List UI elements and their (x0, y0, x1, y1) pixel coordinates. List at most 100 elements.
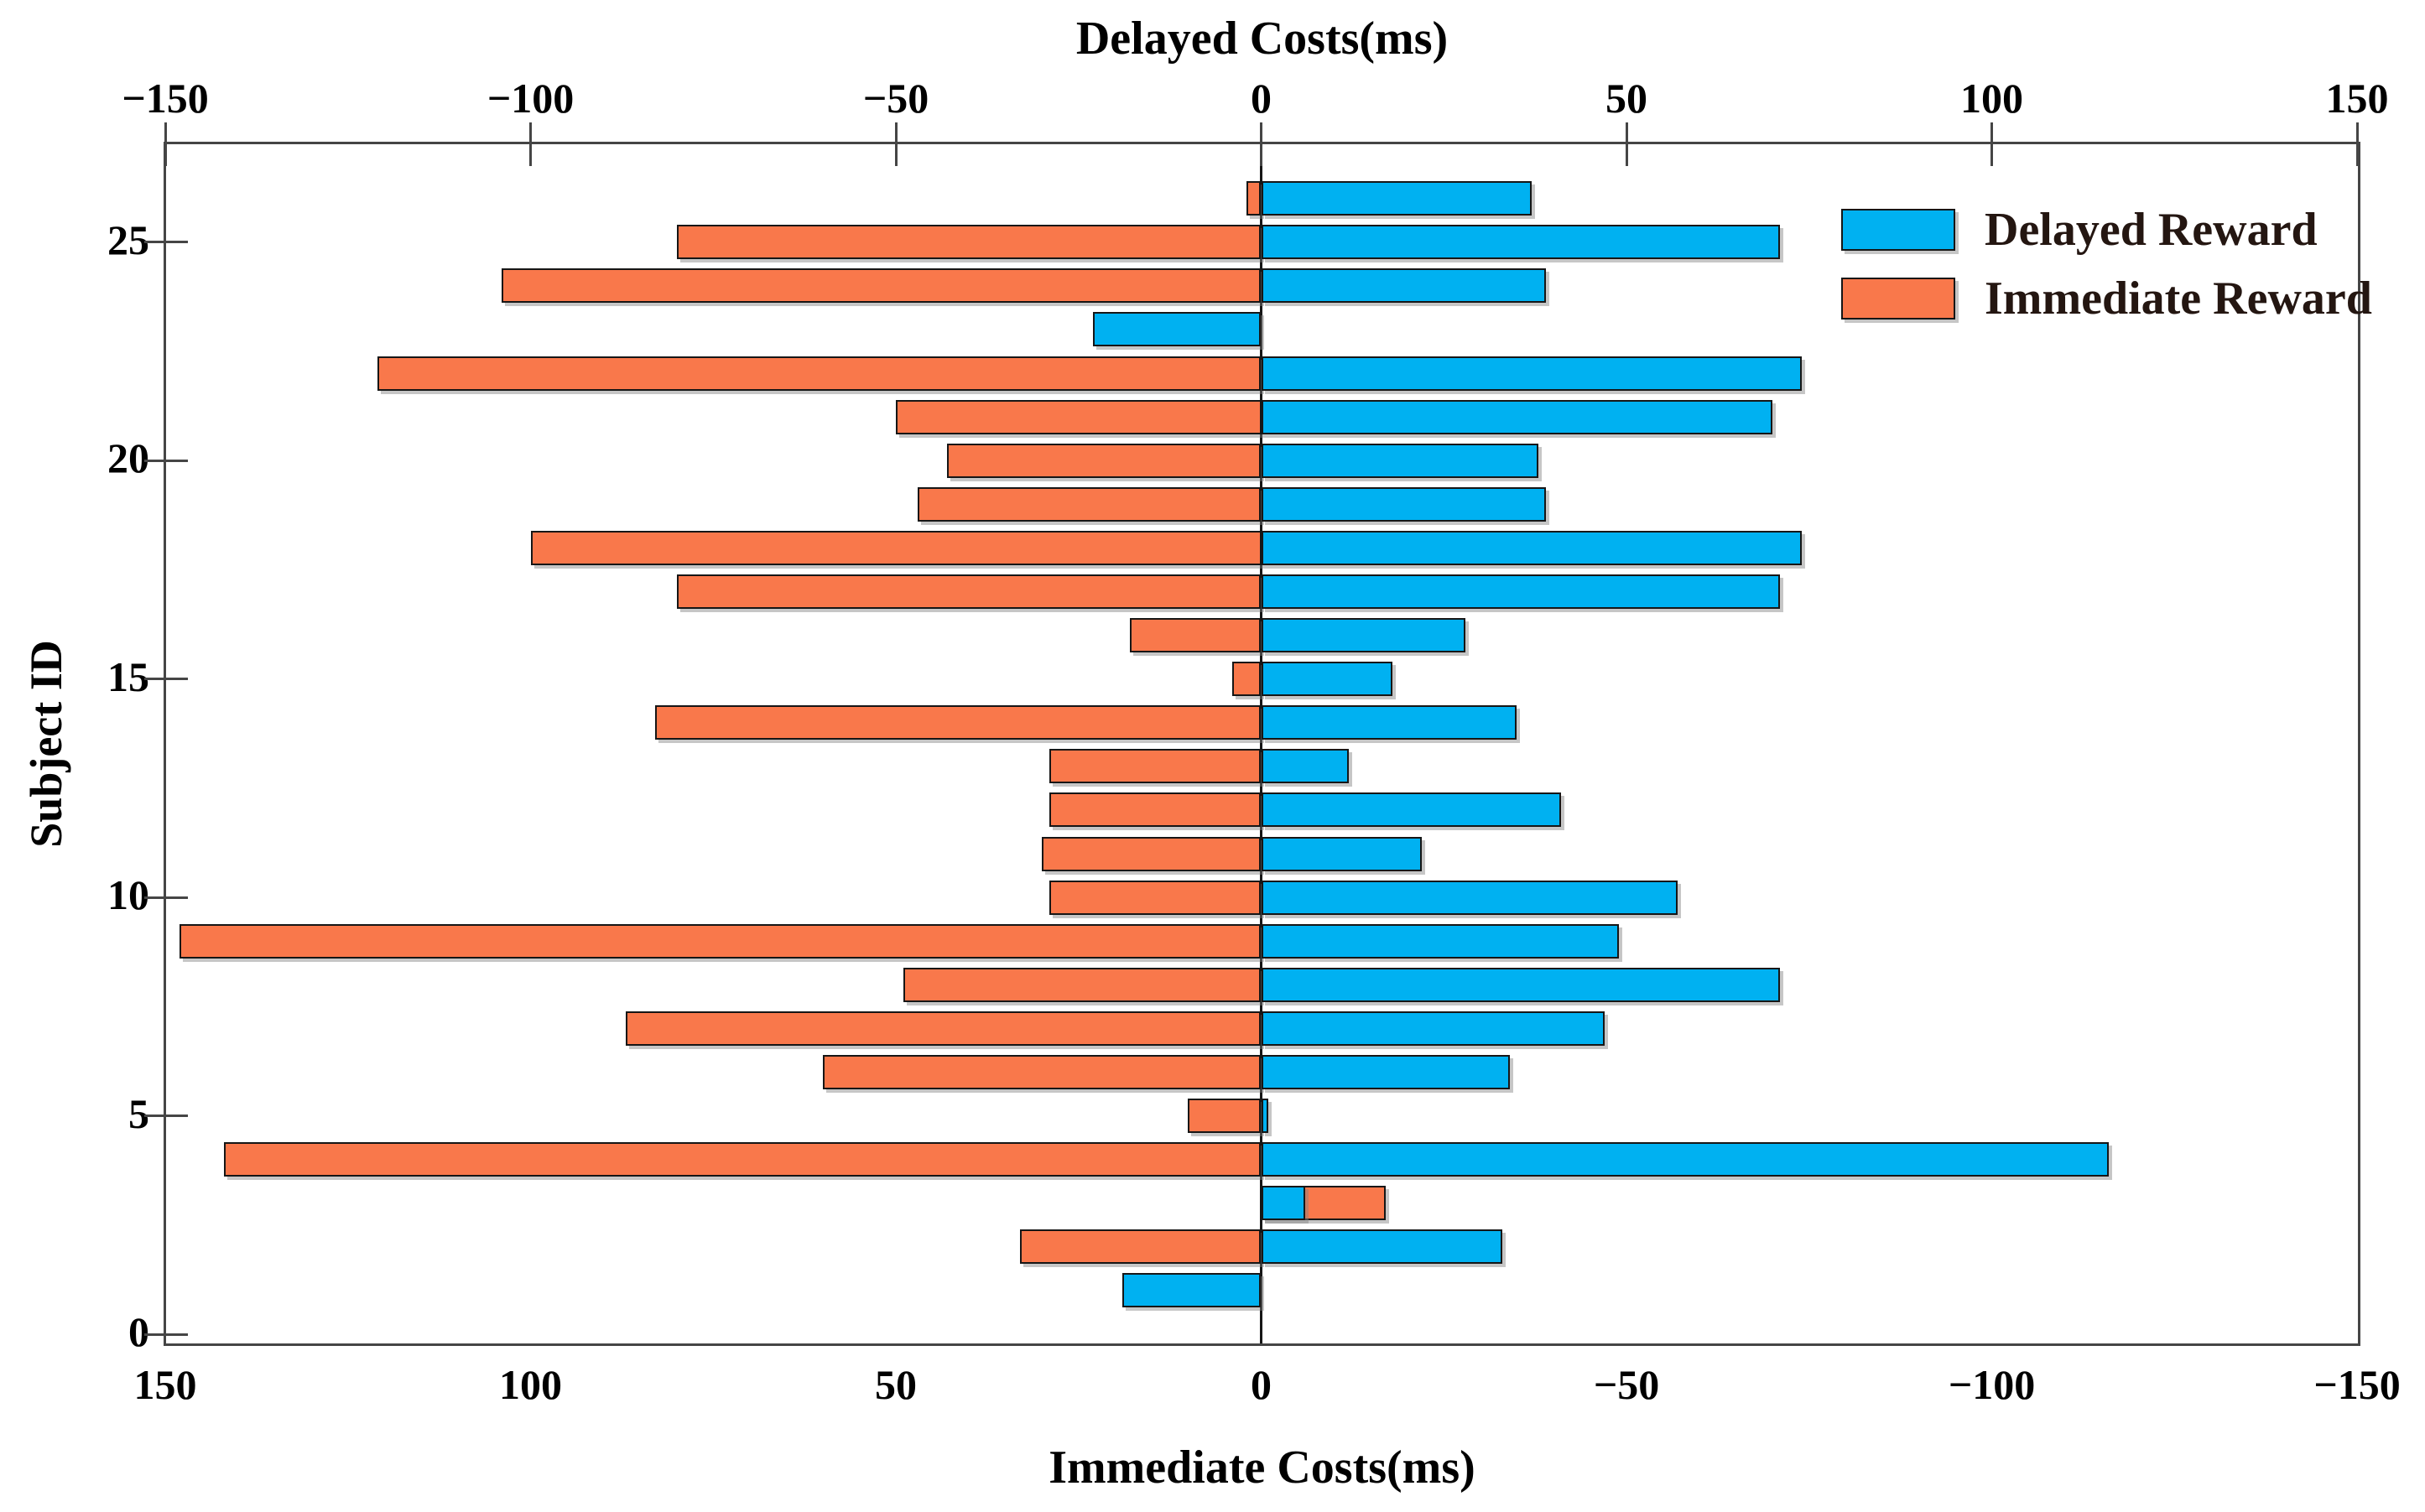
top-tick-label-0: 0 (1251, 75, 1272, 122)
top-axis-title: Delayed Costs(ms) (1075, 13, 1449, 65)
bar-delayed-subject-21 (1261, 399, 1773, 434)
bar-delayed-subject-14 (1261, 705, 1517, 740)
bar-immediate-subject-9 (180, 923, 1262, 959)
y-tick-label-5: 5 (128, 1089, 149, 1137)
bar-immediate-subject-26 (1246, 181, 1262, 216)
bar-immediate-subject-24 (501, 268, 1262, 304)
bar-delayed-subject-7 (1261, 1011, 1605, 1046)
y-tick-label-20: 20 (107, 434, 149, 482)
top-tick-label-100: 100 (1960, 75, 2023, 122)
bar-delayed-subject-15 (1261, 662, 1393, 697)
left-tick-5 (166, 1115, 188, 1118)
y-tick-label-10: 10 (107, 871, 149, 919)
y-axis-title: Subject ID (21, 640, 71, 848)
bar-immediate-subject-10 (1049, 880, 1262, 915)
bar-delayed-subject-11 (1261, 836, 1423, 871)
bar-delayed-subject-17 (1261, 574, 1780, 609)
bar-delayed-subject-13 (1261, 749, 1350, 784)
bottom-tick-100 (1990, 122, 1993, 144)
left-tick-20 (166, 459, 188, 462)
right-tick-0 (144, 1333, 166, 1336)
y-tick-label-0: 0 (128, 1308, 149, 1355)
bar-immediate-subject-18 (530, 530, 1262, 565)
top-tick-50 (1625, 144, 1628, 166)
legend-swatch-immediate (1841, 278, 1955, 320)
bottom-tick-label-0: 0 (1251, 1361, 1272, 1408)
bottom-tick-150 (2355, 122, 2359, 144)
legend-swatch-delayed (1841, 209, 1955, 251)
right-tick-5 (144, 1115, 166, 1118)
top-tick-150 (2355, 144, 2359, 166)
bar-delayed-subject-18 (1261, 530, 1803, 565)
bottom-tick--100 (529, 122, 532, 144)
bar-delayed-subject-23 (1093, 312, 1262, 347)
bar-delayed-subject-26 (1261, 181, 1532, 216)
bar-immediate-subject-12 (1049, 792, 1262, 828)
bottom-tick--150 (164, 122, 167, 144)
bar-delayed-subject-25 (1261, 225, 1780, 260)
bottom-tick-0 (1260, 122, 1262, 144)
right-tick-10 (144, 896, 166, 899)
right-tick-25 (144, 241, 166, 244)
bottom-tick--50 (894, 122, 898, 144)
bar-delayed-subject-24 (1261, 268, 1547, 304)
top-tick-label-50: 50 (1605, 75, 1647, 122)
bar-immediate-subject-19 (918, 486, 1262, 522)
top-tick-0 (1260, 144, 1262, 166)
bar-delayed-subject-9 (1261, 923, 1620, 959)
top-tick-label-150: 150 (2325, 75, 2389, 122)
bar-delayed-subject-8 (1261, 967, 1780, 1002)
bar-immediate-subject-15 (1231, 662, 1262, 697)
left-tick-25 (166, 241, 188, 244)
bar-immediate-subject-4 (223, 1142, 1262, 1177)
bar-immediate-subject-14 (654, 705, 1262, 740)
bar-delayed-subject-19 (1261, 486, 1547, 522)
bar-delayed-subject-1 (1122, 1273, 1262, 1308)
bar-immediate-subject-6 (822, 1054, 1262, 1089)
top-tick--50 (894, 144, 898, 166)
bar-delayed-subject-12 (1261, 792, 1561, 828)
bar-immediate-subject-2 (1020, 1229, 1262, 1265)
legend-label-immediate: Immediate Reward (1985, 273, 2372, 325)
bar-immediate-subject-11 (1042, 836, 1262, 871)
top-tick-label--150: −150 (122, 75, 209, 122)
bottom-axis-title: Immediate Costs(ms) (1049, 1442, 1475, 1494)
bar-delayed-subject-5 (1261, 1099, 1269, 1134)
bar-delayed-subject-3 (1261, 1186, 1305, 1221)
left-tick-0 (166, 1333, 188, 1336)
zero-baseline (1260, 144, 1262, 1343)
bar-delayed-subject-4 (1261, 1142, 2109, 1177)
bar-delayed-subject-2 (1261, 1229, 1502, 1265)
bar-delayed-subject-6 (1261, 1054, 1510, 1089)
bar-immediate-subject-5 (1188, 1099, 1262, 1134)
top-tick--100 (529, 144, 532, 166)
legend-label-delayed: Delayed Reward (1985, 204, 2318, 256)
left-tick-10 (166, 896, 188, 899)
bar-immediate-subject-16 (1129, 618, 1262, 653)
bar-immediate-subject-8 (903, 967, 1262, 1002)
bar-immediate-subject-21 (896, 399, 1262, 434)
top-tick--150 (164, 144, 167, 166)
bottom-tick-50 (1625, 122, 1628, 144)
bar-immediate-subject-13 (1049, 749, 1262, 784)
bottom-tick-label-50: 50 (875, 1361, 917, 1408)
bar-immediate-subject-17 (676, 574, 1262, 609)
y-tick-label-15: 15 (107, 652, 149, 700)
top-tick-100 (1990, 144, 1993, 166)
bar-immediate-subject-22 (377, 356, 1262, 391)
bar-delayed-subject-22 (1261, 356, 1803, 391)
bar-immediate-subject-20 (946, 443, 1262, 478)
bar-delayed-subject-20 (1261, 443, 1539, 478)
bottom-tick-label--50: −50 (1593, 1361, 1660, 1408)
bar-delayed-subject-10 (1261, 880, 1678, 915)
left-tick-15 (166, 678, 188, 681)
right-tick-15 (144, 678, 166, 681)
y-tick-label-25: 25 (107, 216, 149, 263)
bottom-tick-label--100: −100 (1948, 1361, 2036, 1408)
bar-delayed-subject-16 (1261, 618, 1466, 653)
bottom-tick-label--150: −150 (2313, 1361, 2401, 1408)
bottom-tick-label-100: 100 (499, 1361, 562, 1408)
bottom-tick-label-150: 150 (133, 1361, 197, 1408)
bar-immediate-subject-25 (676, 225, 1262, 260)
